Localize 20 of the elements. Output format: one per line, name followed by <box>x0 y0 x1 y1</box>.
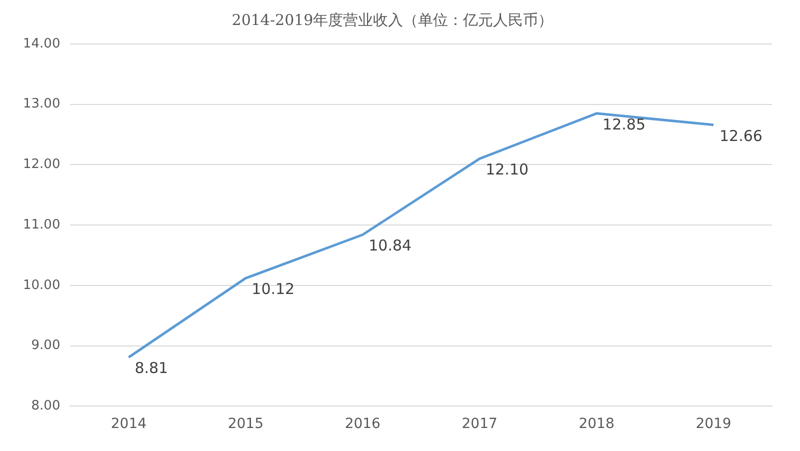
y-tick-label: 13.00 <box>23 96 60 112</box>
y-tick-label: 11.00 <box>23 217 60 232</box>
x-tick-label: 2019 <box>696 416 732 432</box>
data-label: 10.12 <box>252 280 295 298</box>
chart-title: 2014-2019年度营业收入（单位：亿元人民币） <box>232 10 554 29</box>
data-label: 12.66 <box>720 126 762 145</box>
x-tick-label: 2015 <box>228 416 264 432</box>
x-tick-label: 2017 <box>462 416 498 432</box>
x-tick-label: 2018 <box>578 416 614 432</box>
y-tick-label: 9.00 <box>31 338 60 354</box>
data-label: 10.84 <box>368 236 412 255</box>
y-tick-label: 12.00 <box>23 157 60 172</box>
data-label: 12.10 <box>486 160 529 179</box>
x-tick-label: 2014 <box>110 416 147 432</box>
data-label: 12.85 <box>602 115 646 134</box>
y-tick-label: 14.00 <box>23 36 60 52</box>
y-tick-label: 8.00 <box>31 398 60 414</box>
x-tick-label: 2016 <box>344 416 381 432</box>
y-tick-label: 10.00 <box>23 278 60 293</box>
data-label: 8.81 <box>134 359 168 378</box>
